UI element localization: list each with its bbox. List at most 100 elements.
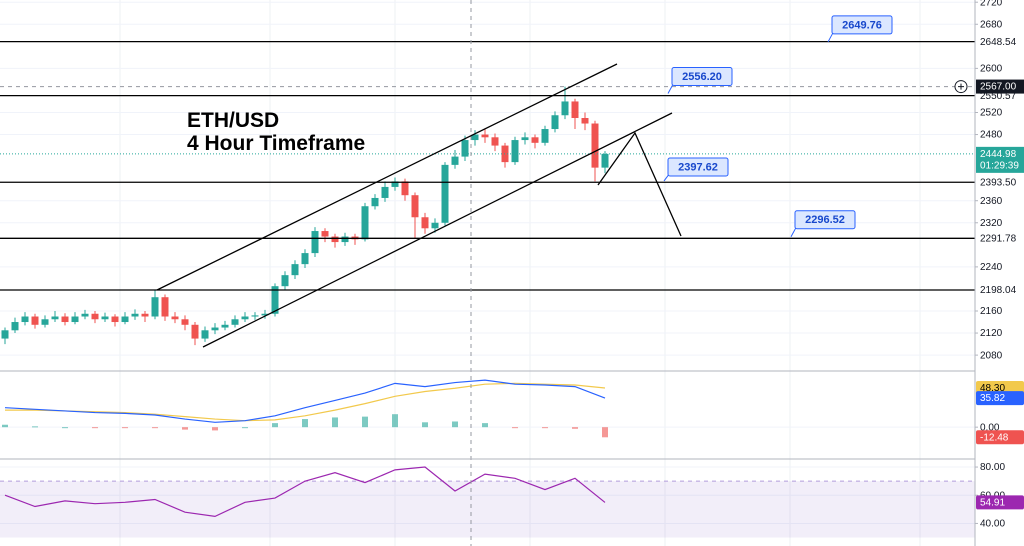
- candle-body: [281, 275, 289, 287]
- histogram-bar: [572, 427, 578, 429]
- marks-layer: [0, 40, 975, 518]
- candle-body: [591, 123, 599, 168]
- histogram-bar: [32, 426, 38, 428]
- candle-body: [201, 330, 209, 339]
- drawings: [156, 63, 682, 348]
- channel-upper: [156, 63, 618, 291]
- callout-box: [671, 67, 733, 87]
- candle-body: [81, 313, 89, 317]
- last-value-label-box: [976, 430, 1024, 445]
- crosshair-label-box: [976, 79, 1024, 94]
- candle-body: [101, 316, 109, 320]
- y-tick-label: 2600: [980, 64, 1003, 75]
- histogram-bar: [212, 427, 218, 431]
- candle-body: [421, 217, 429, 229]
- histogram-bar: [182, 427, 188, 430]
- vertical-grid: [119, 0, 921, 546]
- candle-body: [541, 129, 549, 143]
- level-label-box: [976, 34, 1024, 49]
- candle-body: [291, 264, 299, 276]
- candle-body: [161, 297, 169, 317]
- y-tick-label: 2480: [980, 130, 1003, 141]
- candle-body: [11, 322, 19, 331]
- histogram-bar: [422, 422, 428, 428]
- candle-body: [521, 137, 529, 141]
- callout-label: 2296.52: [805, 214, 845, 226]
- histogram-bar: [392, 414, 398, 428]
- level-label-box: [976, 283, 1024, 298]
- candle-body: [191, 324, 199, 339]
- y-tick-label: 0.00: [980, 422, 1000, 433]
- candle-body: [241, 316, 249, 320]
- candle-body: [211, 327, 219, 331]
- labels-layer: 2648.54 2550.57 2393.50 2291.78 2198.04 2567.…: [663, 15, 1024, 510]
- candle-body: [261, 313, 269, 316]
- candle-body: [571, 101, 579, 119]
- last-value-label: 48.30: [980, 383, 1005, 394]
- histogram-bar: [452, 421, 458, 428]
- histogram-bar: [542, 427, 548, 429]
- last-value-label-box: [976, 495, 1024, 510]
- candle-body: [381, 186, 389, 198]
- indicator-line: [4, 466, 606, 518]
- candle-body: [1, 330, 9, 339]
- histogram-bar: [62, 427, 68, 429]
- current-price-box: [976, 146, 1024, 173]
- y-tick-label: 40.00: [980, 519, 1005, 530]
- candle-body: [481, 134, 489, 138]
- candle-body: [61, 316, 69, 323]
- callout-label: 2556.20: [682, 71, 722, 83]
- y-tick-label: 2320: [980, 218, 1003, 229]
- chart-title: ETH/USD: [187, 109, 279, 132]
- candle-body: [581, 118, 589, 124]
- candle-body: [131, 313, 139, 317]
- callout-box: [667, 157, 729, 177]
- countdown-label: 01:29:39: [980, 160, 1019, 171]
- candle-body: [411, 195, 419, 218]
- candle-body: [171, 316, 179, 320]
- candle-body: [91, 313, 99, 320]
- candle-body: [551, 115, 559, 130]
- candle-body: [301, 253, 309, 265]
- level-label-box: [976, 231, 1024, 246]
- histogram-bar: [482, 423, 488, 428]
- candle-body: [441, 164, 449, 223]
- histogram-bar: [152, 427, 158, 429]
- y-tick-label: 2080: [980, 350, 1003, 361]
- level-label: 2393.50: [980, 177, 1017, 188]
- candle-body: [221, 324, 229, 328]
- y-tick-label: 80.00: [980, 462, 1005, 473]
- candle-body: [321, 231, 329, 237]
- current-price-label: 2444.98: [980, 149, 1017, 160]
- projection-arrow: [597, 131, 682, 237]
- histogram-bar: [302, 419, 308, 428]
- level-label: 2198.04: [980, 285, 1017, 296]
- histogram-bar: [242, 427, 248, 429]
- grid-layer: 2720 2680 2600 2520 2480 2360 2320 2240 2160 2120…: [0, 0, 1005, 538]
- candle-body: [231, 319, 239, 325]
- candle-body: [391, 181, 399, 187]
- last-value-label: 54.91: [980, 498, 1005, 509]
- last-value-label-box: [976, 391, 1024, 406]
- histogram-bar: [92, 427, 98, 429]
- callout-label: 2649.76: [842, 19, 882, 31]
- candle-body: [181, 319, 189, 325]
- candle-body: [501, 145, 509, 163]
- histogram-bar: [272, 423, 278, 428]
- histogram-bar: [332, 417, 338, 428]
- last-value-label: -12.48: [980, 432, 1009, 443]
- candle-body: [121, 316, 129, 323]
- last-value-label: 35.82: [980, 393, 1005, 404]
- candle-body: [51, 316, 59, 320]
- candle-body: [371, 197, 379, 207]
- candle-body: [331, 236, 339, 243]
- candle-body: [511, 140, 519, 163]
- histogram-bar: [512, 427, 518, 429]
- candle-body: [491, 137, 499, 146]
- y-tick-label: 2680: [980, 19, 1003, 30]
- callout-box: [794, 210, 856, 230]
- callout-label: 2397.62: [678, 161, 718, 173]
- candle-body: [251, 315, 259, 317]
- y-tick-label: 2120: [980, 328, 1003, 339]
